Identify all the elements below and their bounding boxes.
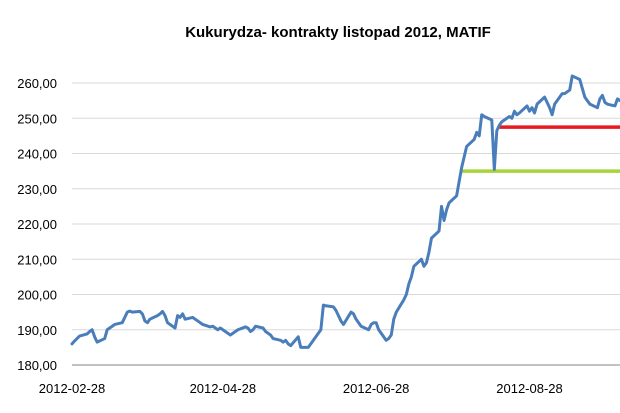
x-axis-tick-labels: 2012-02-28 2012-04-28 2012-06-28 2012-08-28 [39,381,563,396]
y-tick-label: 230,00 [17,182,57,197]
gridlines [72,82,620,331]
y-axis-tick-labels: 180,00 190,00 200,00 210,00 220,00 230,00 240,… [17,76,57,373]
x-tick-label: 2012-08-28 [496,381,563,396]
chart-title: Kukurydza- kontrakty listopad 2012, MATI… [185,24,491,41]
series-layer [70,74,620,349]
y-tick-label: 210,00 [17,252,57,267]
series-line [70,74,620,349]
x-tick-label: 2012-06-28 [343,381,410,396]
y-tick-label: 180,00 [17,358,57,373]
reference-lines [461,125,620,173]
x-tick-label: 2012-04-28 [190,381,257,396]
y-tick-label: 250,00 [17,111,57,126]
y-tick-label: 240,00 [17,147,57,162]
y-tick-label: 200,00 [17,288,57,303]
x-tick-label: 2012-02-28 [39,381,106,396]
y-tick-label: 220,00 [17,217,57,232]
y-tick-label: 260,00 [17,76,57,91]
y-tick-label: 190,00 [17,323,57,338]
